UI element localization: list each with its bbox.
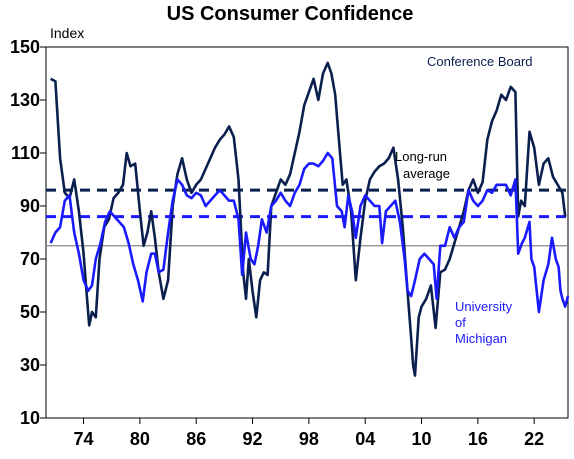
x-tick-label: 74 bbox=[74, 429, 94, 449]
x-axis-ticks: 74 80 86 92 98 04 10 16 22 bbox=[74, 418, 544, 449]
long-run-label-1: Long-run bbox=[395, 149, 447, 164]
series-lines bbox=[49, 61, 570, 377]
chart-title: US Consumer Confidence bbox=[167, 3, 414, 25]
y-tick-label: 50 bbox=[20, 302, 40, 322]
y-tick-label: 150 bbox=[10, 37, 40, 57]
x-tick-label: 16 bbox=[468, 429, 488, 449]
plot-frame bbox=[45, 46, 569, 419]
y-axis-ticks: 10 30 50 70 90 110 130 150 bbox=[10, 37, 46, 428]
michigan-series-line bbox=[49, 151, 570, 314]
plot-area bbox=[45, 46, 569, 419]
y-tick-label: 30 bbox=[20, 355, 40, 375]
long-run-label-2: average bbox=[403, 166, 450, 181]
conference-board-label: Conference Board bbox=[427, 54, 533, 69]
y-tick-label: 110 bbox=[11, 143, 40, 163]
y-axis-unit-label: Index bbox=[50, 25, 84, 41]
y-tick-label: 90 bbox=[20, 196, 40, 216]
michigan-label-2: of bbox=[455, 315, 466, 330]
x-tick-label: 22 bbox=[524, 429, 544, 449]
x-tick-label: 80 bbox=[130, 429, 150, 449]
y-tick-label: 130 bbox=[10, 90, 40, 110]
michigan-label-1: University bbox=[455, 299, 513, 314]
y-tick-label: 10 bbox=[20, 408, 40, 428]
x-tick-label: 98 bbox=[299, 429, 319, 449]
annotations: Conference Board Long-run average Universit… bbox=[395, 54, 533, 346]
reference-lines bbox=[46, 188, 568, 247]
michigan-label-3: Michigan bbox=[455, 331, 507, 346]
x-tick-label: 92 bbox=[243, 429, 263, 449]
x-tick-label: 10 bbox=[412, 429, 432, 449]
x-tick-label: 86 bbox=[186, 429, 206, 449]
conference-board-series-line bbox=[50, 61, 567, 377]
x-tick-label: 04 bbox=[355, 429, 375, 449]
y-tick-label: 70 bbox=[20, 249, 40, 269]
